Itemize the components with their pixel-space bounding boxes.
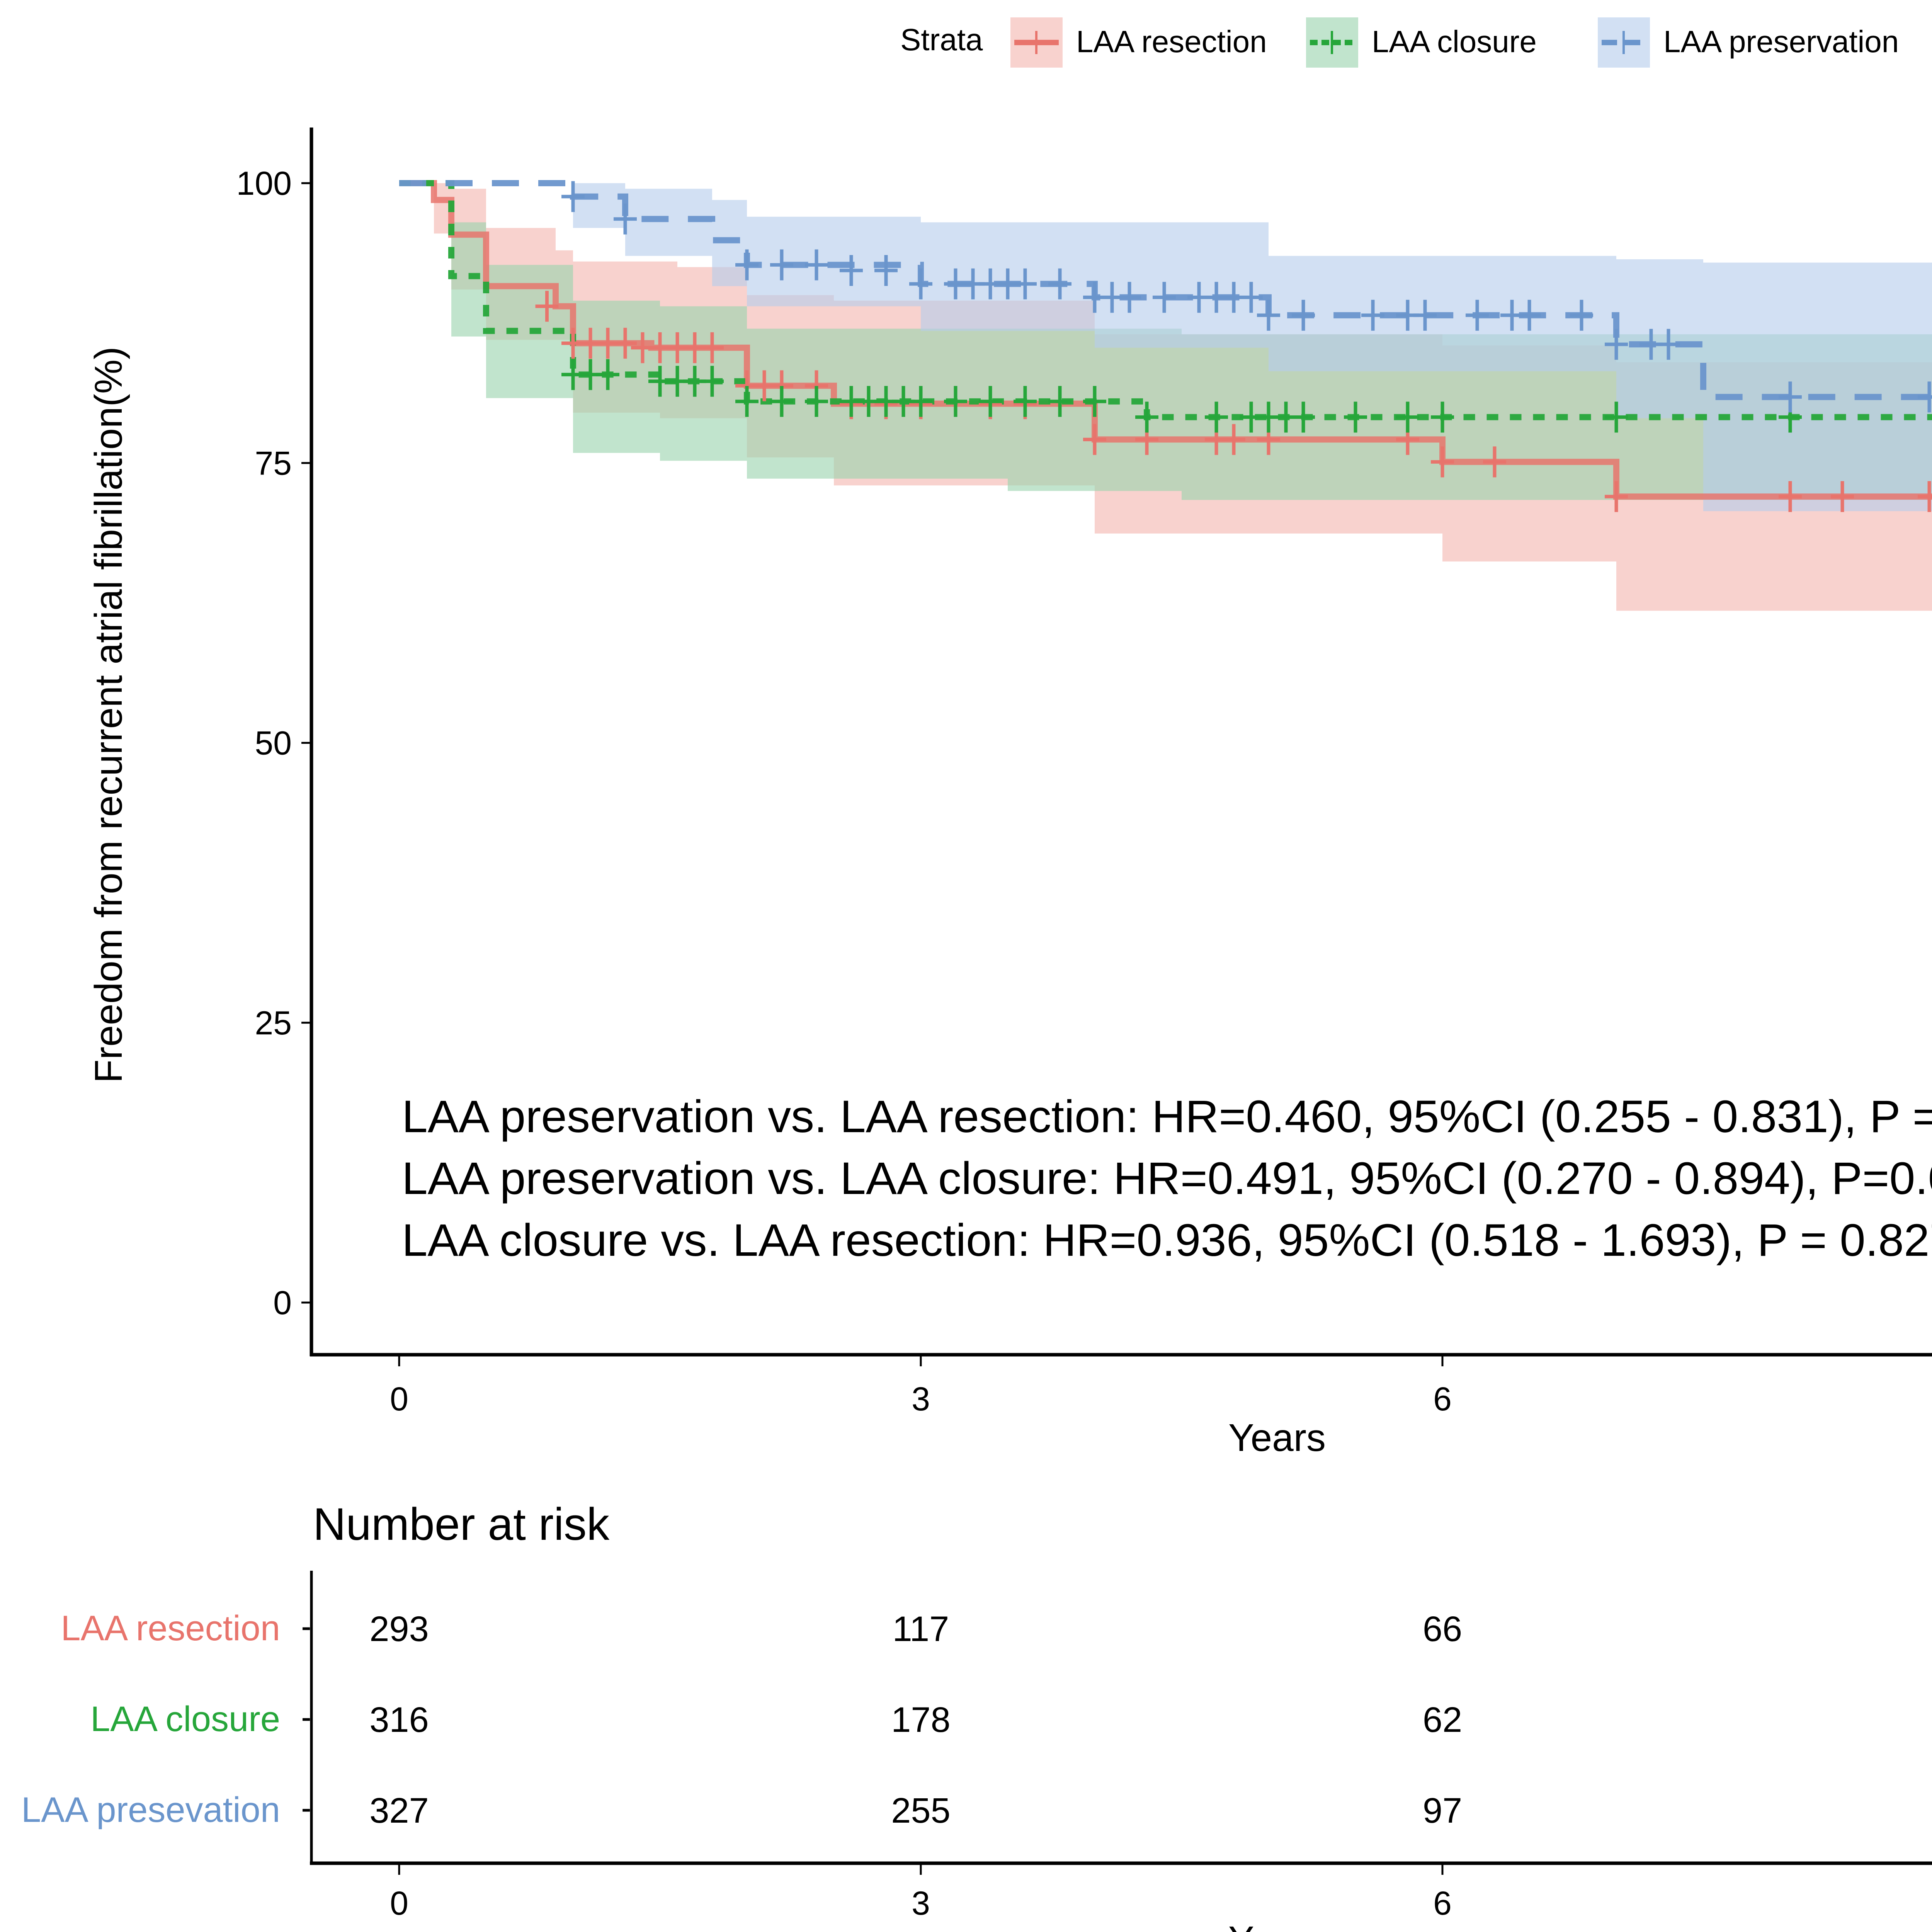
risk-cell: 316 — [369, 1700, 429, 1740]
censor-mark — [1605, 481, 1628, 512]
y-tick-label: 100 — [236, 165, 292, 202]
x-axis-label: Years — [1228, 1416, 1326, 1459]
censor-mark — [805, 386, 828, 417]
annotation-2: LAA preservation vs. LAA closure: HR=0.4… — [402, 1153, 1932, 1204]
censor-mark — [1292, 401, 1315, 433]
y-tick-label: 25 — [255, 1005, 292, 1042]
risk-x-axis-label: Years — [1228, 1918, 1326, 1932]
censor-mark — [1222, 424, 1245, 455]
risk-table: LAA resection2931176618LAA closure316178… — [21, 1609, 1462, 1830]
censor-mark — [770, 386, 793, 417]
censor-mark — [1431, 401, 1454, 433]
risk-cell: 293 — [369, 1609, 429, 1649]
legend-label: LAA resection — [1076, 24, 1267, 59]
risk-cell: 66 — [1423, 1609, 1462, 1649]
risk-cell: 117 — [893, 1609, 949, 1649]
censor-mark — [1779, 381, 1802, 413]
censor-mark — [944, 386, 967, 417]
censor-mark — [1135, 401, 1158, 433]
y-tick-label: 0 — [273, 1284, 292, 1321]
censor-mark — [1918, 481, 1932, 512]
censor-mark — [840, 255, 863, 286]
x-tick-label: 6 — [1433, 1885, 1452, 1922]
censor-mark — [1918, 381, 1932, 413]
censor-mark — [1605, 329, 1628, 360]
censor-mark — [1831, 481, 1854, 512]
censor-mark — [1570, 299, 1593, 331]
censor-mark — [1118, 282, 1141, 313]
censor-mark — [1240, 282, 1263, 313]
risk-cell: 327 — [369, 1791, 429, 1830]
censor-mark — [1153, 282, 1176, 313]
legend-label: LAA closure — [1372, 24, 1537, 59]
censor-mark — [874, 255, 898, 286]
legend-title: Strata — [900, 22, 983, 57]
censor-mark — [1257, 299, 1280, 331]
censor-mark — [561, 181, 585, 212]
legend: Strata LAA resection LAA closure LAA prese… — [900, 17, 1899, 68]
hr-annotations: LAA preservation vs. LAA resection: HR=0… — [402, 1091, 1932, 1266]
censor-mark — [1483, 446, 1506, 478]
censor-mark — [1413, 299, 1437, 331]
censor-mark — [1014, 386, 1037, 417]
x-ticks: 0369 — [390, 1356, 1452, 1418]
y-axis-label: Freedom from recurrent atrial fibrillati… — [87, 347, 130, 1083]
x-tick-label: 3 — [912, 1885, 930, 1922]
censor-mark — [1048, 268, 1071, 299]
censor-mark — [735, 249, 759, 281]
y-ticks: 0 25 50 75 100 — [236, 165, 310, 1321]
risk-cell: 62 — [1423, 1700, 1462, 1740]
risk-cell: 255 — [891, 1791, 951, 1830]
x-tick-label: 6 — [1433, 1381, 1452, 1418]
censor-mark — [596, 359, 619, 390]
risk-row-label: LAA resection — [61, 1609, 280, 1648]
risk-cell: 178 — [891, 1700, 951, 1740]
censor-mark — [1431, 446, 1454, 478]
censor-mark — [1396, 401, 1419, 433]
censor-mark — [1014, 268, 1037, 299]
annotation-1: LAA preservation vs. LAA resection: HR=0… — [402, 1091, 1932, 1142]
annotation-3: LAA closure vs. LAA resection: HR=0.936,… — [402, 1215, 1932, 1266]
risk-table-title: Number at risk — [313, 1499, 610, 1550]
censor-mark — [979, 386, 1002, 417]
censor-mark — [1083, 424, 1106, 455]
censor-mark — [805, 249, 828, 281]
censor-mark — [1048, 386, 1071, 417]
censor-mark — [770, 249, 793, 281]
censor-mark — [535, 291, 559, 322]
censor-mark — [1466, 299, 1489, 331]
legend-label: LAA preservation — [1663, 24, 1899, 59]
risk-row-label: LAA closure — [90, 1699, 280, 1739]
x-tick-label: 0 — [390, 1381, 408, 1418]
x-tick-label: 3 — [912, 1381, 930, 1418]
censor-mark — [701, 332, 724, 363]
censor-mark — [1605, 401, 1628, 433]
censor-mark — [1657, 329, 1680, 360]
risk-row-label: LAA presevation — [21, 1790, 280, 1830]
censor-mark — [701, 366, 724, 397]
x-tick-label: 0 — [390, 1885, 408, 1922]
risk-cell: 97 — [1423, 1791, 1462, 1830]
plot-area — [399, 180, 1932, 611]
censor-mark — [1083, 386, 1106, 417]
censor-mark — [1292, 299, 1315, 331]
censor-mark — [735, 386, 759, 417]
censor-mark — [1518, 299, 1541, 331]
censor-mark — [1344, 401, 1367, 433]
risk-x-ticks: 0369 — [390, 1865, 1452, 1922]
censor-mark — [614, 328, 637, 359]
censor-mark — [909, 268, 932, 299]
censor-mark — [909, 386, 932, 417]
censor-mark — [1361, 299, 1384, 331]
censor-mark — [1205, 401, 1228, 433]
y-tick-label: 75 — [255, 445, 292, 482]
censor-mark — [614, 203, 637, 235]
y-tick-label: 50 — [255, 725, 292, 762]
censor-mark — [1779, 481, 1802, 512]
